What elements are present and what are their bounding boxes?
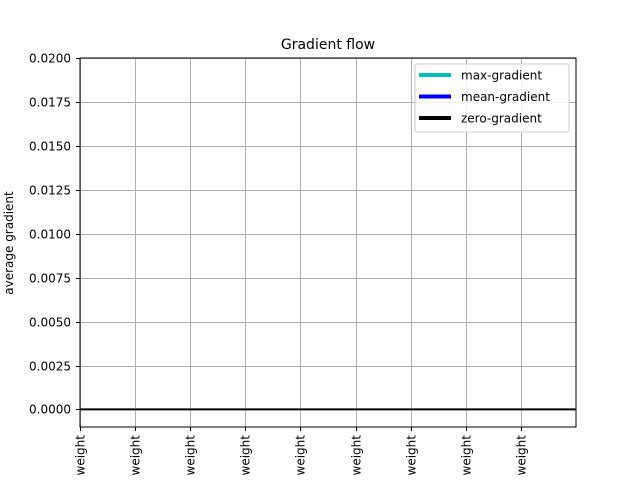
x-tick-label: weight: [405, 435, 419, 476]
y-tick-label: 0.0075: [29, 272, 71, 286]
legend-label: mean-gradient: [461, 90, 550, 104]
x-tick-label: weight: [129, 435, 143, 476]
y-tick-label: 0.0175: [29, 96, 71, 110]
legend-label: zero-gradient: [461, 112, 542, 126]
x-tick-label: weight: [184, 435, 198, 476]
legend-box: [414, 63, 570, 133]
x-axis-ticks: weight weight weight weight weight weight weig…: [74, 427, 529, 475]
y-tick-label: 0.0000: [29, 403, 71, 417]
y-tick-label: 0.0100: [29, 228, 71, 242]
x-tick-label: weight: [515, 435, 529, 476]
y-tick-label: 0.0125: [29, 184, 71, 198]
plot-frame: [79, 57, 577, 428]
y-axis-ticks: 0.0000 0.0025 0.0050 0.0075 0.0100 0.0125 0.01…: [29, 52, 80, 417]
x-tick-label: weight: [460, 435, 474, 476]
x-tick-label: weight: [350, 435, 364, 476]
x-tick-label: weight: [74, 435, 88, 476]
y-tick-label: 0.0050: [29, 316, 71, 330]
legend-label: max-gradient: [461, 69, 542, 83]
legend: max-gradient mean-gradient zero-gradient: [414, 63, 570, 133]
x-tick-label: weight: [239, 435, 253, 476]
y-tick-label: 0.0200: [29, 52, 71, 66]
grid-lines: [80, 58, 576, 427]
y-axis-label: average gradient: [2, 191, 16, 295]
y-tick-label: 0.0025: [29, 360, 71, 374]
chart-title: Gradient flow: [281, 37, 375, 53]
x-tick-label: weight: [294, 435, 308, 476]
y-tick-label: 0.0150: [29, 140, 71, 154]
